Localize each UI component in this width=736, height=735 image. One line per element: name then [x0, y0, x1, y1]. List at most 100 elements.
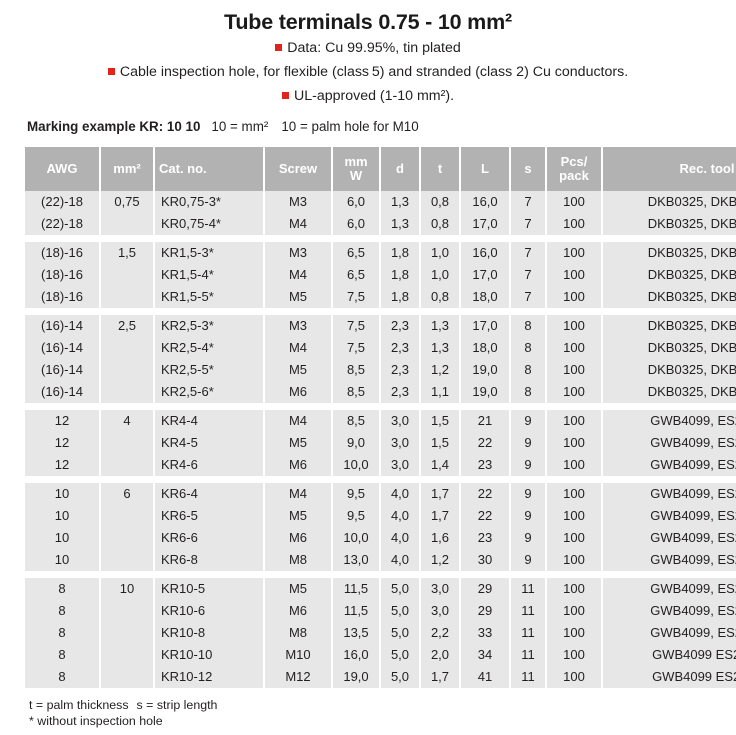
cell-awg: (16)-14: [25, 359, 99, 381]
cell-tool: GWB4099, ES2258: [603, 622, 736, 644]
cell-mm2: [101, 600, 153, 622]
cell-mm2: [101, 359, 153, 381]
cell-l: 19,0: [461, 359, 509, 381]
cell-awg: 10: [25, 527, 99, 549]
table-group-spacer-cell: [25, 235, 736, 242]
cell-d: 1,3: [381, 191, 419, 213]
cell-awg: (18)-16: [25, 264, 99, 286]
cell-pcs: 100: [547, 483, 601, 505]
cell-screw: M6: [265, 381, 331, 403]
table-row: (16)-14 KR2,5-4* M4 7,5 2,3 1,3 18,0 8 100 DKB032…: [25, 337, 736, 359]
cell-d: 5,0: [381, 666, 419, 688]
cell-l: 17,0: [461, 213, 509, 235]
cell-d: 4,0: [381, 549, 419, 571]
cell-awg: 10: [25, 505, 99, 527]
cell-cat: KR10-5: [155, 578, 263, 600]
cell-t: 1,1: [421, 381, 459, 403]
cell-mm2: [101, 213, 153, 235]
cell-awg: 10: [25, 483, 99, 505]
cell-d: 5,0: [381, 578, 419, 600]
cell-screw: M6: [265, 527, 331, 549]
cell-t: 1,2: [421, 549, 459, 571]
cell-mm2: [101, 644, 153, 666]
cell-w: 6,5: [333, 264, 379, 286]
cell-mm2: [101, 432, 153, 454]
cell-l: 33: [461, 622, 509, 644]
cell-mm2: 6: [101, 483, 153, 505]
cell-pcs: 100: [547, 527, 601, 549]
cell-cat: KR6-8: [155, 549, 263, 571]
column-header-t: t: [421, 147, 459, 191]
cell-t: 2,2: [421, 622, 459, 644]
cell-mm2: 4: [101, 410, 153, 432]
cell-l: 18,0: [461, 286, 509, 308]
cell-w: 10,0: [333, 454, 379, 476]
cell-pcs: 100: [547, 622, 601, 644]
cell-screw: M10: [265, 644, 331, 666]
marking-example: Marking example KR: 10 10 10 = mm² 10 = pa…: [27, 118, 736, 135]
cell-pcs: 100: [547, 505, 601, 527]
cell-screw: M4: [265, 213, 331, 235]
cell-l: 16,0: [461, 191, 509, 213]
cell-mm2: 10: [101, 578, 153, 600]
cell-pcs: 100: [547, 286, 601, 308]
cell-d: 2,3: [381, 315, 419, 337]
cell-w: 7,5: [333, 286, 379, 308]
cell-cat: KR2,5-6*: [155, 381, 263, 403]
cell-mm2: [101, 622, 153, 644]
cell-s: 9: [511, 505, 545, 527]
cell-w: 13,0: [333, 549, 379, 571]
cell-screw: M3: [265, 315, 331, 337]
footnote-palm-thickness: t = palm thickness: [29, 698, 129, 712]
cell-l: 22: [461, 505, 509, 527]
feature-bullet-1-text: Data: Cu 99.95%, tin plated: [287, 40, 461, 56]
cell-awg: 10: [25, 549, 99, 571]
cell-d: 2,3: [381, 359, 419, 381]
cell-s: 7: [511, 213, 545, 235]
cell-mm2: [101, 264, 153, 286]
cell-mm2: [101, 454, 153, 476]
cell-d: 5,0: [381, 600, 419, 622]
feature-bullet-3: UL-approved (1-10 mm²).: [0, 86, 736, 107]
cell-screw: M8: [265, 622, 331, 644]
specifications-table-wrapper: AWG mm² Cat. no. Screw mm W d t L s Pcs/…: [23, 147, 736, 688]
cell-t: 3,0: [421, 578, 459, 600]
cell-cat: KR0,75-4*: [155, 213, 263, 235]
cell-screw: M4: [265, 264, 331, 286]
cell-screw: M5: [265, 432, 331, 454]
table-group-spacer-cell: [25, 571, 736, 578]
cell-s: 11: [511, 666, 545, 688]
cell-awg: 12: [25, 410, 99, 432]
column-header-l: L: [461, 147, 509, 191]
cell-d: 4,0: [381, 505, 419, 527]
cell-s: 7: [511, 242, 545, 264]
cell-tool: GWB4099, ES2258: [603, 454, 736, 476]
cell-pcs: 100: [547, 410, 601, 432]
table-row: (16)-14 2,5 KR2,5-3* M3 7,5 2,3 1,3 17,0 8 100 DKB…: [25, 315, 736, 337]
cell-awg: 12: [25, 432, 99, 454]
cell-w: 6,0: [333, 213, 379, 235]
cell-pcs: 100: [547, 381, 601, 403]
cell-pcs: 100: [547, 644, 601, 666]
table-header-row: AWG mm² Cat. no. Screw mm W d t L s Pcs/…: [25, 147, 736, 191]
cell-l: 29: [461, 578, 509, 600]
cell-pcs: 100: [547, 264, 601, 286]
cell-screw: M12: [265, 666, 331, 688]
cell-t: 1,0: [421, 242, 459, 264]
cell-mm2: [101, 337, 153, 359]
column-header-d: d: [381, 147, 419, 191]
cell-w: 11,5: [333, 600, 379, 622]
table-row: (22)-18 KR0,75-4* M4 6,0 1,3 0,8 17,0 7 100 DKB03…: [25, 213, 736, 235]
cell-awg: 8: [25, 622, 99, 644]
cell-l: 18,0: [461, 337, 509, 359]
column-header-s: s: [511, 147, 545, 191]
cell-t: 1,3: [421, 315, 459, 337]
cell-t: 0,8: [421, 191, 459, 213]
cell-cat: KR4-6: [155, 454, 263, 476]
cell-cat: KR10-6: [155, 600, 263, 622]
cell-w: 8,5: [333, 359, 379, 381]
